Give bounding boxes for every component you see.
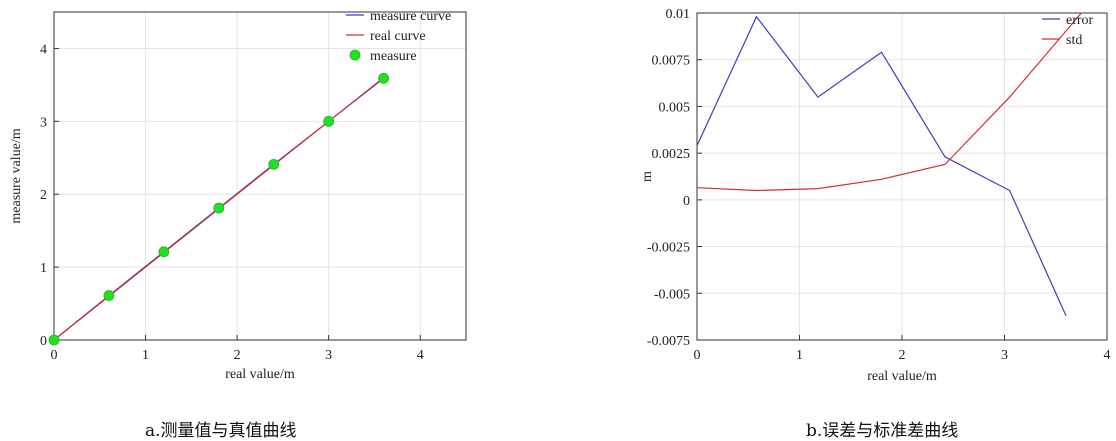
y-tick-label: 2 bbox=[40, 188, 47, 203]
data-point-measure bbox=[268, 158, 280, 170]
y-tick-label: 0.01 bbox=[666, 7, 691, 22]
caption-b: b.误差与标准差曲线 bbox=[806, 421, 959, 441]
y-tick-label: 1 bbox=[40, 261, 47, 276]
x-tick-label: 0 bbox=[51, 348, 58, 363]
y-tick-label: 0.0075 bbox=[652, 54, 691, 69]
series-line-error bbox=[696, 15, 1067, 316]
x-tick-label: 3 bbox=[1001, 348, 1008, 363]
data-point-measure bbox=[103, 290, 115, 301]
x-tick-label: 1 bbox=[142, 348, 149, 363]
x-tick-label: 4 bbox=[1104, 348, 1111, 363]
series-line-std bbox=[696, 12, 1082, 192]
x-axis-label: real value/m bbox=[867, 369, 937, 384]
legend-label-error: error bbox=[1066, 13, 1094, 28]
data-point-measure bbox=[158, 246, 170, 258]
data-point-measure bbox=[48, 334, 60, 346]
x-tick-label: 1 bbox=[796, 348, 803, 363]
y-tick-label: 3 bbox=[40, 115, 47, 130]
data-point-measure bbox=[323, 115, 335, 127]
legend: measure curve real curve measure bbox=[346, 9, 451, 64]
x-tick-label: 4 bbox=[417, 348, 424, 363]
y-tick-label: 0.0025 bbox=[652, 147, 691, 162]
plot-frame bbox=[53, 11, 467, 341]
x-tick-label: 0 bbox=[694, 348, 701, 363]
y-tick-label: 4 bbox=[40, 42, 47, 57]
legend-label-std: std bbox=[1066, 33, 1082, 48]
y-tick-label: 0.005 bbox=[659, 100, 691, 115]
y-tick-label: -0.0075 bbox=[647, 334, 690, 349]
legend-swatch-measure bbox=[349, 49, 361, 61]
y-tick-label: -0.0025 bbox=[647, 241, 690, 256]
chart-a: 0 1 2 3 4 0 1 2 3 4 real value/m measure value/m mea… bbox=[9, 9, 467, 382]
x-tick-label: 2 bbox=[899, 348, 906, 363]
y-tick-label: 0 bbox=[683, 194, 690, 209]
legend-label-real-curve: real curve bbox=[370, 29, 426, 44]
x-axis-label: real value/m bbox=[225, 367, 295, 382]
chart-b: 0 1 2 3 4 -0.0075 -0.005 -0.0025 0 0.0025 0.005 0.0… bbox=[640, 7, 1111, 384]
caption-a: a.测量值与真值曲线 bbox=[145, 421, 297, 441]
y-tick-label: -0.005 bbox=[654, 287, 690, 302]
legend-label-measure: measure bbox=[370, 49, 417, 64]
legend-label-measure-curve: measure curve bbox=[370, 9, 451, 24]
y-axis-label: m bbox=[640, 171, 655, 182]
data-point-measure bbox=[378, 72, 390, 84]
x-tick-label: 3 bbox=[325, 348, 332, 363]
y-tick-label: 0 bbox=[40, 334, 47, 349]
legend: error std bbox=[1042, 13, 1094, 48]
data-point-measure bbox=[213, 202, 225, 214]
y-axis-label: measure value/m bbox=[9, 128, 24, 223]
x-tick-label: 2 bbox=[234, 348, 241, 363]
